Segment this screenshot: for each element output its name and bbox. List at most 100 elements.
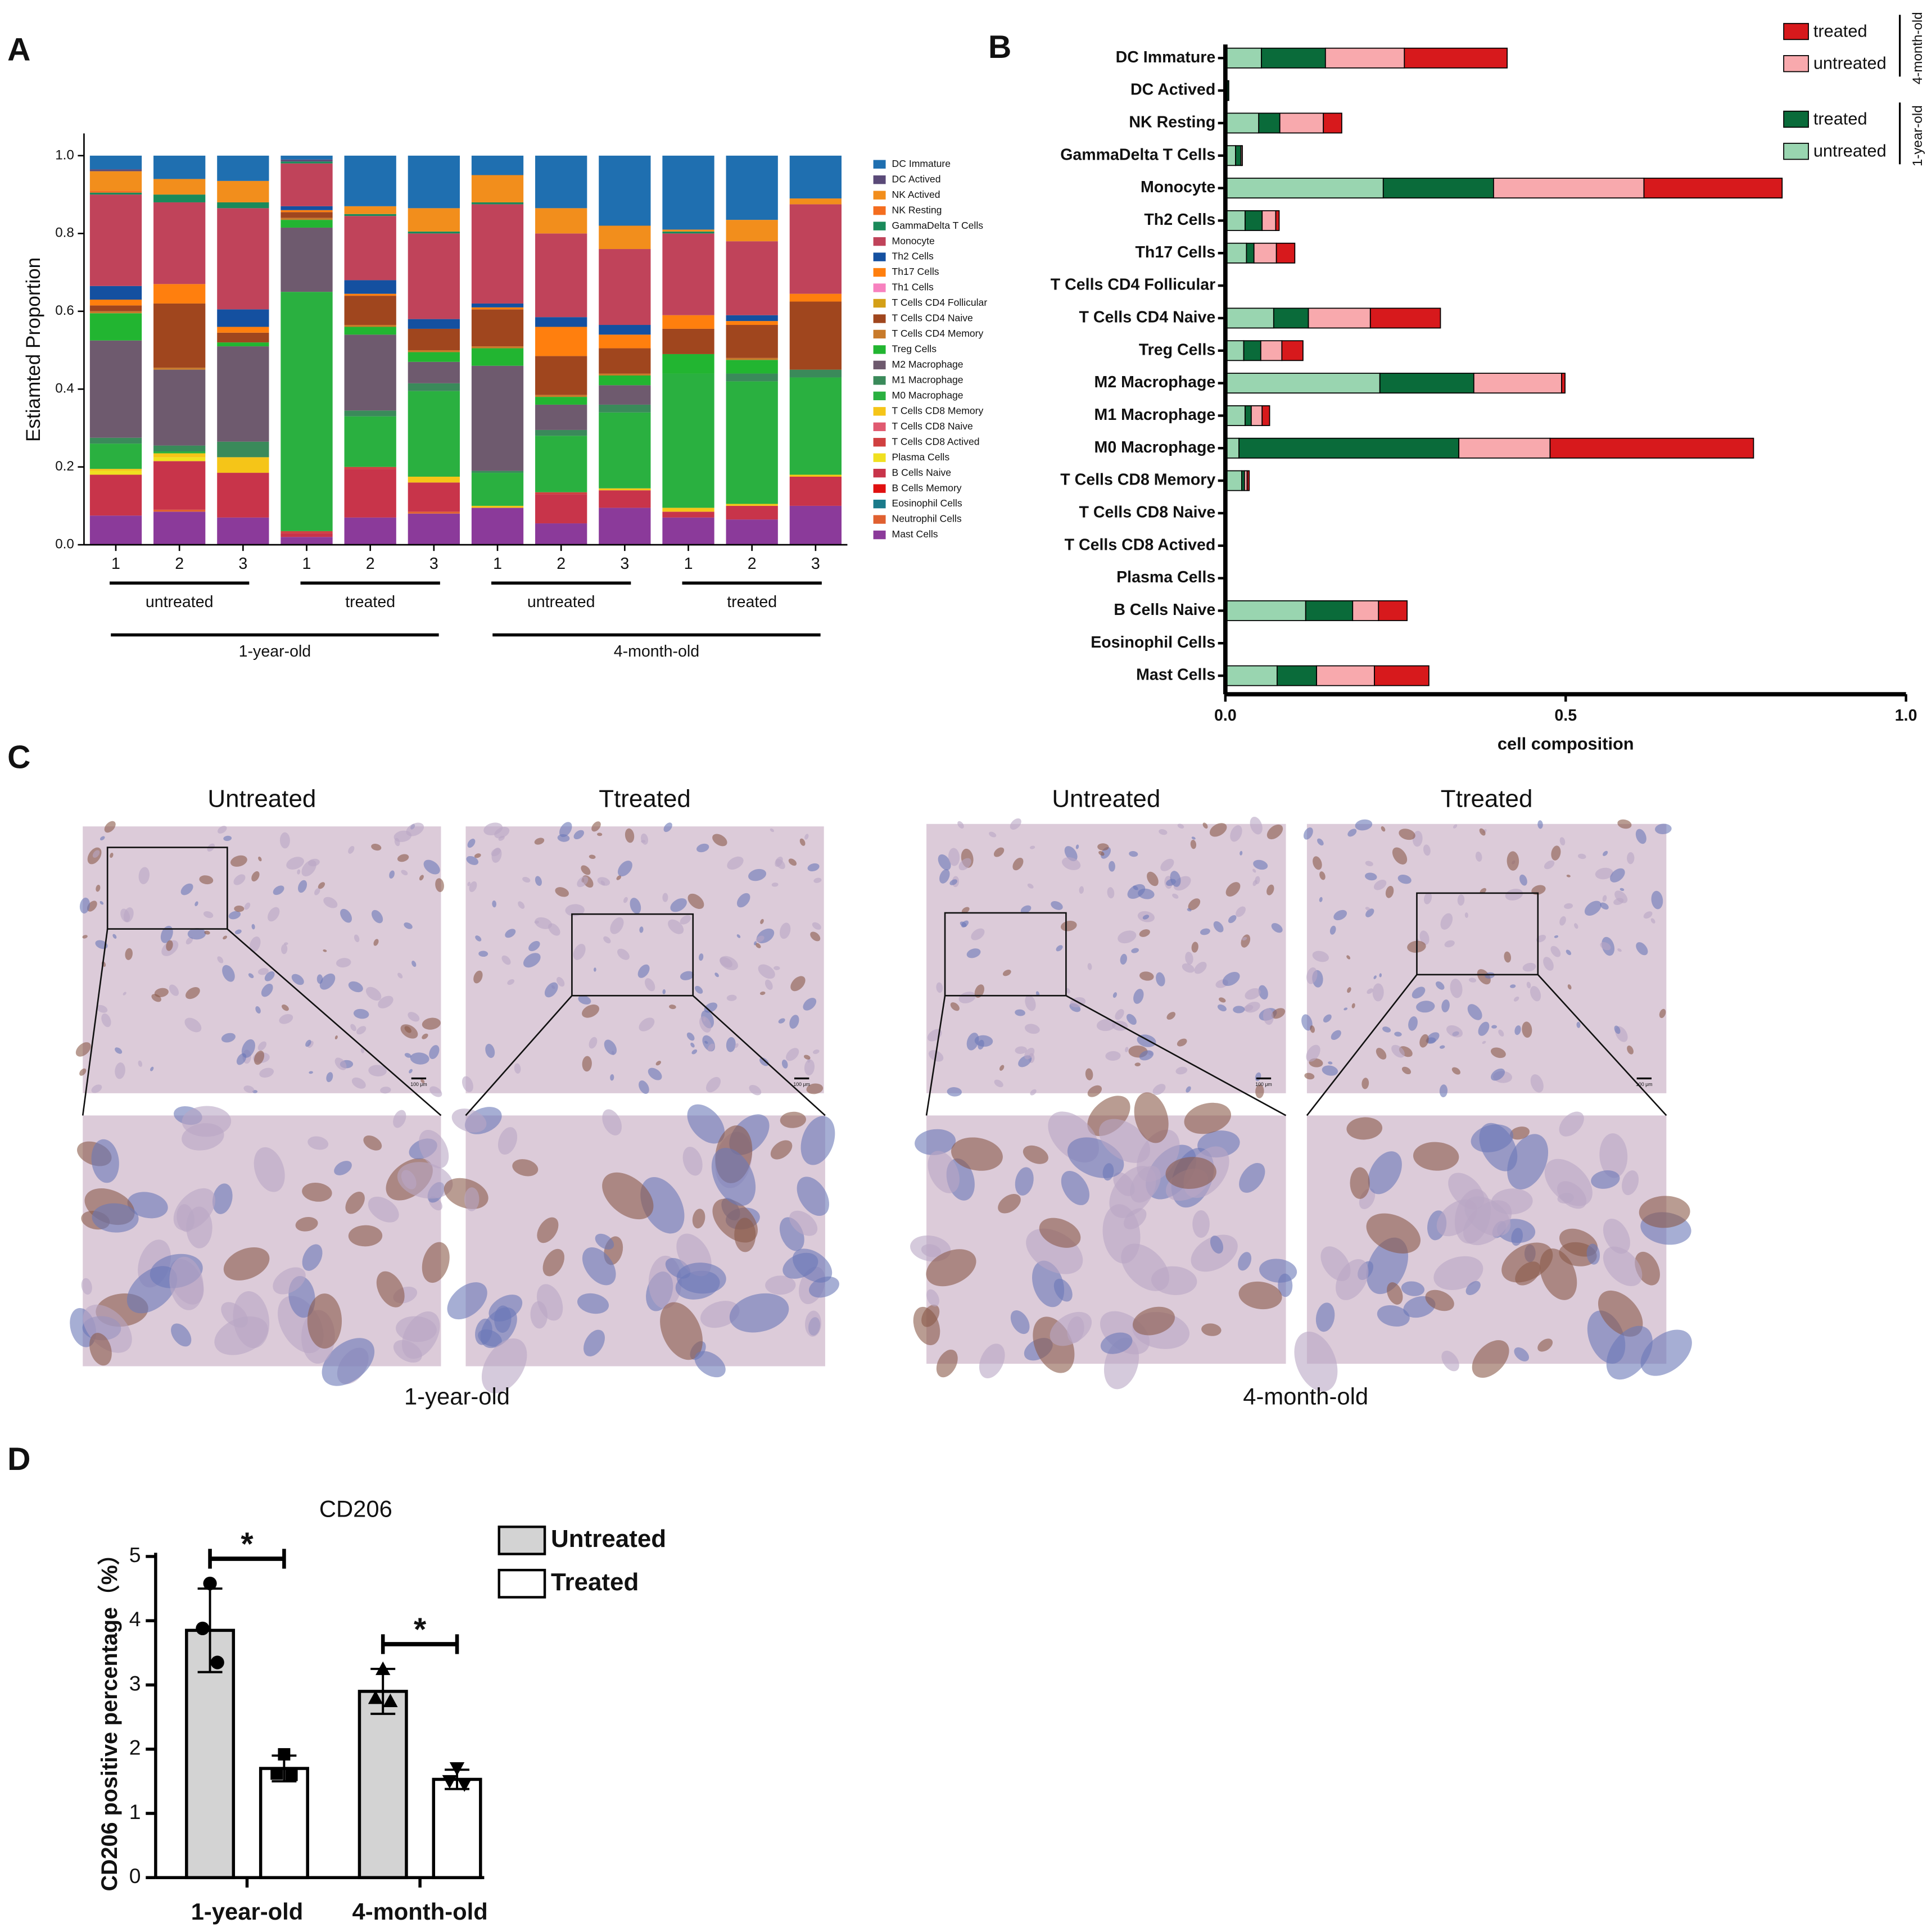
tissue-texture bbox=[318, 882, 325, 889]
tissue-texture bbox=[687, 1104, 725, 1144]
data-point bbox=[368, 1690, 383, 1704]
bar-segment bbox=[153, 457, 206, 461]
tissue-texture bbox=[115, 1062, 125, 1079]
tissue-texture bbox=[528, 940, 540, 952]
tissue-texture bbox=[1537, 1338, 1553, 1352]
y-tick-label: T Cells CD8 Actived bbox=[1065, 536, 1216, 554]
tissue-texture bbox=[1333, 910, 1347, 921]
bar-segment bbox=[217, 346, 269, 442]
tissue-texture bbox=[756, 935, 765, 943]
tissue-texture bbox=[187, 927, 206, 940]
bar-segment bbox=[1224, 340, 1245, 361]
tissue-texture bbox=[720, 956, 738, 970]
significance-label: * bbox=[414, 1612, 427, 1648]
tissue-texture bbox=[1087, 963, 1092, 970]
tissue-texture bbox=[1030, 1089, 1037, 1096]
bar-segment bbox=[281, 220, 333, 228]
bar-segment bbox=[281, 210, 333, 212]
tissue-texture bbox=[582, 1056, 592, 1072]
tissue-texture bbox=[559, 822, 572, 838]
tissue-texture bbox=[401, 1170, 417, 1189]
significance-label: * bbox=[241, 1526, 254, 1562]
tissue-texture bbox=[1436, 981, 1445, 990]
tissue-texture bbox=[1025, 995, 1036, 1011]
tissue-texture bbox=[1351, 1003, 1355, 1008]
tissue-texture bbox=[1133, 1306, 1175, 1336]
tissue-texture bbox=[1121, 1243, 1170, 1291]
bar-segment bbox=[408, 513, 460, 545]
tissue-texture bbox=[1367, 988, 1373, 994]
bar-segment bbox=[344, 410, 396, 417]
bar-segment bbox=[1227, 80, 1229, 101]
tissue-texture bbox=[422, 1242, 450, 1283]
bar-segment bbox=[408, 512, 460, 514]
bar-segment bbox=[1224, 665, 1278, 686]
tissue-texture bbox=[1361, 1078, 1369, 1089]
tissue-texture bbox=[971, 928, 985, 940]
legend-label: Eosinophil Cells bbox=[892, 497, 962, 509]
tissue-texture bbox=[1635, 829, 1646, 844]
legend-label: untreated bbox=[1813, 141, 1887, 160]
tissue-texture bbox=[1504, 951, 1512, 963]
tissue-texture bbox=[778, 1018, 785, 1024]
bar-segment bbox=[471, 365, 524, 471]
tissue-texture bbox=[1142, 915, 1150, 920]
tissue-texture bbox=[759, 991, 766, 996]
tissue-texture bbox=[557, 977, 565, 987]
legend-swatch bbox=[1783, 143, 1809, 160]
tissue-texture bbox=[1600, 942, 1611, 951]
tissue-texture bbox=[714, 972, 719, 978]
legend-swatch bbox=[873, 283, 886, 292]
tissue-texture bbox=[82, 935, 88, 939]
tissue-texture bbox=[1210, 1236, 1224, 1254]
tissue-texture bbox=[75, 1042, 91, 1057]
tissue-texture bbox=[1566, 874, 1571, 877]
bar-segment bbox=[535, 356, 587, 395]
legend-swatch bbox=[873, 376, 886, 385]
x-tick-label: 0.0 bbox=[1214, 707, 1237, 725]
bar-segment bbox=[535, 523, 587, 545]
tissue-texture bbox=[1271, 923, 1283, 933]
tissue-texture bbox=[974, 1035, 993, 1047]
tissue-texture bbox=[999, 1065, 1005, 1071]
supergroup-label: 4-month-old bbox=[614, 643, 699, 660]
legend-label: Treated bbox=[551, 1568, 639, 1596]
tissue-texture bbox=[1566, 949, 1572, 956]
scale-bar-label: 100 μm bbox=[793, 1082, 809, 1087]
y-tick-label: Mast Cells bbox=[1136, 666, 1215, 684]
tissue-texture bbox=[120, 908, 130, 922]
bar-segment bbox=[153, 303, 206, 368]
tissue-texture bbox=[603, 936, 611, 944]
tissue-texture bbox=[115, 1047, 123, 1054]
bar-segment bbox=[599, 348, 651, 374]
tissue-texture bbox=[1336, 1259, 1369, 1300]
bar-segment bbox=[662, 229, 714, 232]
tissue-texture bbox=[602, 1109, 622, 1135]
legend-label: M2 Macrophage bbox=[892, 359, 963, 370]
tissue-texture bbox=[1482, 1040, 1486, 1044]
tissue-texture bbox=[1259, 1259, 1297, 1283]
tissue-texture bbox=[1255, 1084, 1264, 1098]
bar-segment bbox=[153, 368, 206, 370]
tissue-texture bbox=[340, 908, 352, 923]
bar-segment bbox=[535, 397, 587, 405]
tissue-texture bbox=[1310, 1025, 1315, 1033]
tissue-texture bbox=[711, 1148, 756, 1206]
legend-swatch bbox=[873, 298, 886, 308]
tissue-texture bbox=[1347, 987, 1351, 993]
tissue-texture bbox=[726, 994, 737, 1001]
tissue-texture bbox=[1450, 979, 1463, 998]
bar-segment bbox=[662, 517, 714, 545]
chart-title: CD206 bbox=[319, 1496, 392, 1522]
bar-segment bbox=[789, 204, 842, 294]
tissue-texture bbox=[1209, 823, 1227, 837]
y-tick-label: T Cells CD4 Naive bbox=[1079, 308, 1216, 326]
bar-segment bbox=[408, 350, 460, 352]
y-tick-label: B Cells Naive bbox=[1114, 601, 1215, 619]
tissue-texture bbox=[250, 936, 261, 952]
tissue-texture bbox=[617, 861, 632, 877]
tissue-texture bbox=[92, 850, 100, 858]
bar-segment bbox=[153, 451, 206, 454]
bar-segment bbox=[789, 377, 842, 475]
tissue-texture bbox=[389, 870, 395, 879]
